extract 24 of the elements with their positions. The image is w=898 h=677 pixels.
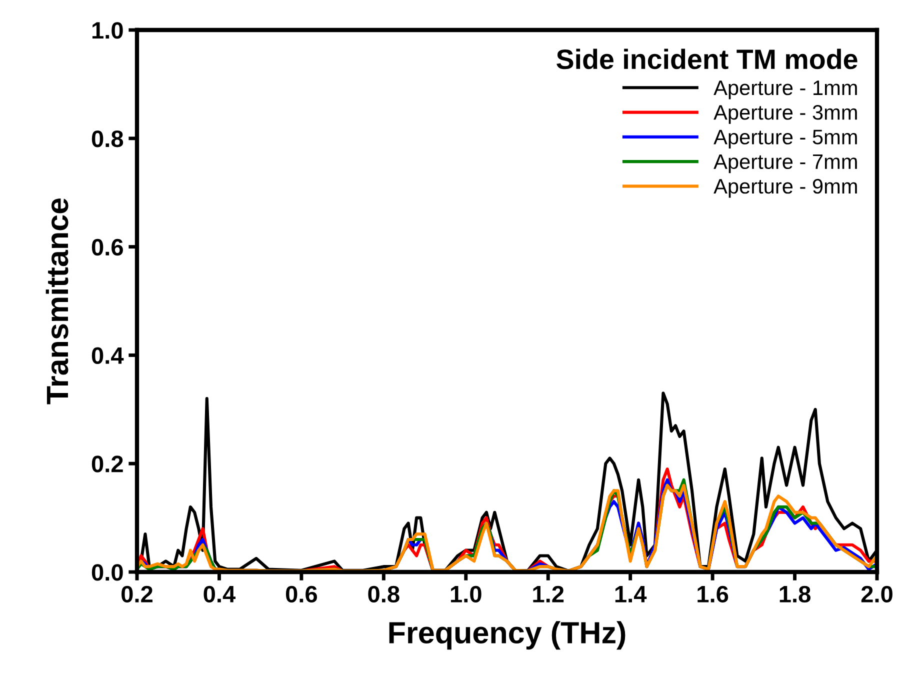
legend-label: Aperture - 3mm xyxy=(714,105,857,124)
x-tick-label: 1.2 xyxy=(533,586,564,602)
legend-title: Side incident TM mode xyxy=(556,48,858,70)
y-tick-label: 0.4 xyxy=(92,347,124,364)
y-tick-label: 0.2 xyxy=(92,456,123,472)
x-tick-label: 0.8 xyxy=(368,586,400,603)
y-tick-label: 0.6 xyxy=(92,238,123,256)
x-tick-label: 1.8 xyxy=(780,586,810,603)
x-axis-title: Frequency (THz) xyxy=(389,621,626,650)
x-tick-label: 1.0 xyxy=(450,586,482,603)
legend-label: Aperture - 9mm xyxy=(714,178,857,198)
legend-label: Aperture - 1mm xyxy=(714,80,857,100)
y-tick-label: 1.0 xyxy=(92,22,123,39)
y-tick-label: 0.8 xyxy=(92,130,124,148)
x-tick-label: 0.4 xyxy=(204,586,236,603)
y-tick-label: 0.0 xyxy=(92,564,123,581)
x-tick-label: 2.0 xyxy=(861,586,892,603)
legend-label: Aperture - 7mm xyxy=(714,154,857,174)
legend-label: Aperture - 5mm xyxy=(714,130,857,149)
x-tick-label: 1.4 xyxy=(615,586,647,602)
x-tick-label: 0.6 xyxy=(286,586,318,603)
x-tick-label: 0.2 xyxy=(122,586,152,603)
x-tick-label: 1.6 xyxy=(698,586,728,603)
y-axis-title: Transmittance xyxy=(46,198,68,404)
